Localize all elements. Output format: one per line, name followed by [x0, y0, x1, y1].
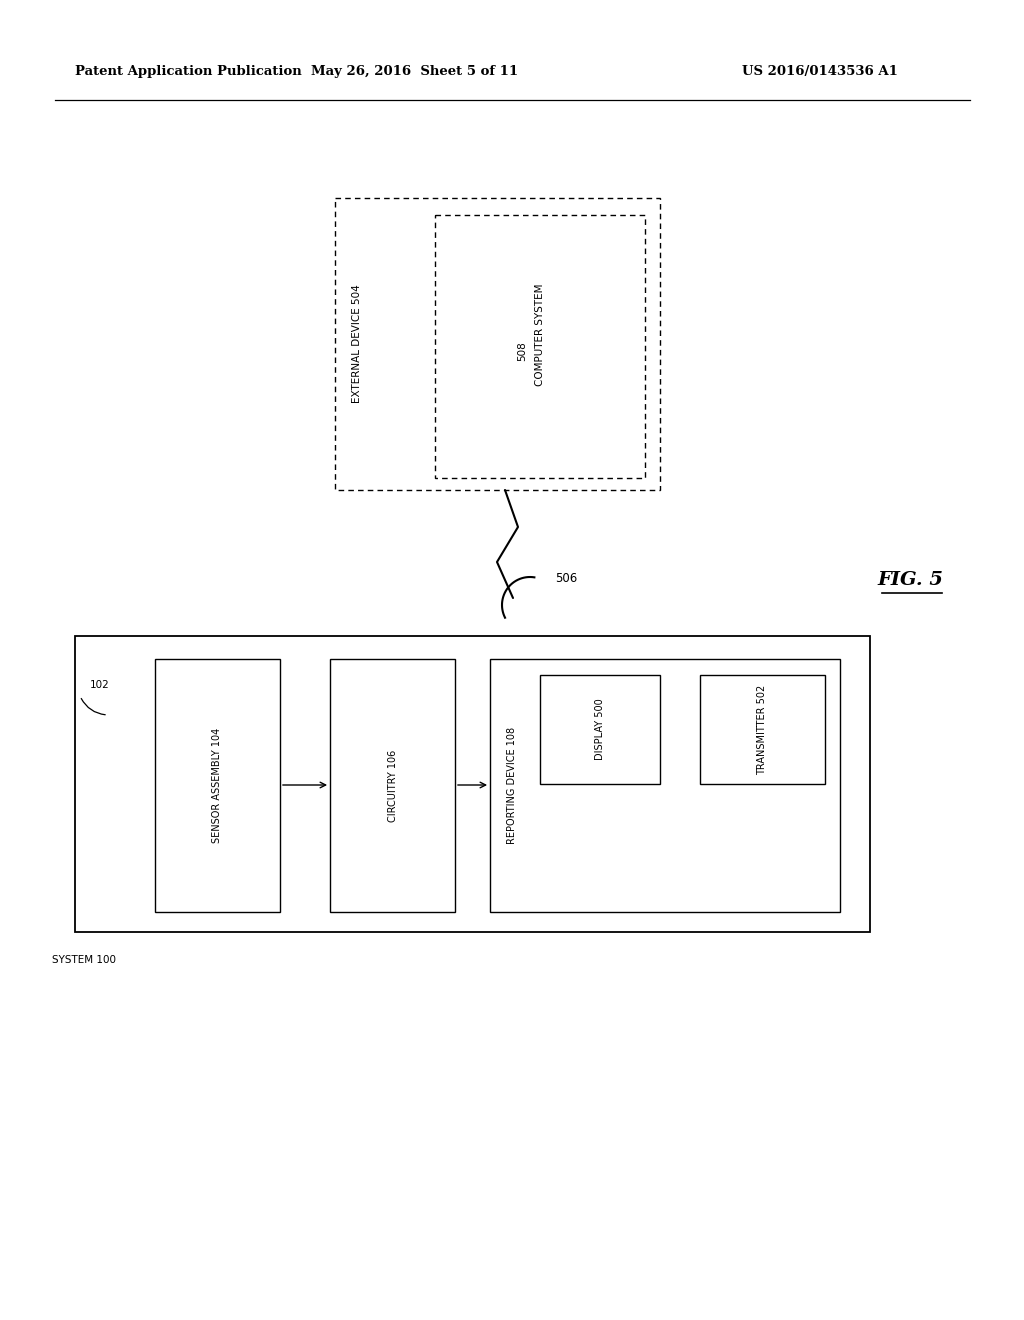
Text: FIG. 5: FIG. 5 [877, 572, 943, 589]
Text: REPORTING DEVICE 108: REPORTING DEVICE 108 [507, 727, 517, 843]
Text: SENSOR ASSEMBLY 104: SENSOR ASSEMBLY 104 [213, 727, 222, 843]
Bar [75, 636, 870, 932]
Text: DISPLAY 500: DISPLAY 500 [595, 698, 605, 760]
Bar [155, 659, 280, 912]
Text: 102: 102 [90, 680, 110, 690]
Text: EXTERNAL DEVICE 504: EXTERNAL DEVICE 504 [352, 285, 362, 404]
Bar [540, 675, 660, 784]
Bar [335, 198, 660, 490]
Text: COMPUTER SYSTEM: COMPUTER SYSTEM [535, 284, 545, 385]
Bar [490, 659, 840, 912]
Text: Patent Application Publication: Patent Application Publication [75, 66, 302, 78]
Bar [435, 215, 645, 478]
Text: 506: 506 [555, 572, 578, 585]
Text: CIRCUITRY 106: CIRCUITRY 106 [387, 750, 397, 821]
Bar [330, 659, 455, 912]
Text: US 2016/0143536 A1: US 2016/0143536 A1 [742, 66, 898, 78]
Text: SYSTEM 100: SYSTEM 100 [52, 954, 116, 965]
Bar [700, 675, 825, 784]
Text: TRANSMITTER 502: TRANSMITTER 502 [758, 684, 768, 775]
Text: 508: 508 [517, 342, 527, 362]
Text: May 26, 2016  Sheet 5 of 11: May 26, 2016 Sheet 5 of 11 [311, 66, 518, 78]
